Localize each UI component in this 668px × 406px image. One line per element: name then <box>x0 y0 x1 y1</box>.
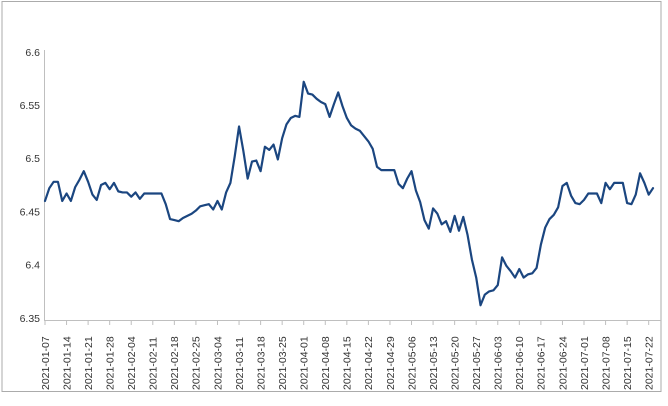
x-axis-label: 2021-05-27 <box>471 336 483 390</box>
x-axis-label: 2021-02-04 <box>126 336 138 390</box>
chart-border <box>1 1 662 392</box>
x-axis-label: 2021-03-18 <box>255 336 267 390</box>
x-axis-label: 2021-01-28 <box>104 336 116 390</box>
x-axis-label: 2021-04-22 <box>363 336 375 390</box>
x-axis-label: 2021-01-14 <box>61 336 73 390</box>
x-axis-label: 2021-07-01 <box>579 336 591 390</box>
x-axis-label: 2021-06-17 <box>536 336 548 390</box>
x-axis-label: 2021-04-15 <box>342 336 354 390</box>
data-series-line <box>43 80 655 307</box>
x-axis-label: 2021-01-21 <box>83 336 95 390</box>
x-axis-label: 2021-07-08 <box>600 336 612 390</box>
x-axis-label: 2021-06-03 <box>493 336 505 390</box>
x-axis-label: 2021-01-07 <box>40 336 52 390</box>
y-axis-label: 6.5 <box>25 153 40 165</box>
x-axis-label: 2021-04-01 <box>299 336 311 390</box>
y-axis-label: 6.45 <box>20 206 41 218</box>
x-axis-label: 2021-04-29 <box>385 336 397 390</box>
y-axis-label: 6.35 <box>20 313 41 325</box>
y-axis-label: 6.55 <box>20 100 41 112</box>
x-axis-label: 2021-04-08 <box>320 336 332 390</box>
y-axis-label: 6.6 <box>25 47 40 59</box>
x-axis-label: 2021-07-15 <box>622 336 634 390</box>
x-axis-label: 2021-02-18 <box>169 336 181 390</box>
x-axis-label: 2021-02-25 <box>191 336 203 390</box>
x-axis-label: 2021-06-10 <box>514 336 526 390</box>
x-axis-label: 2021-05-20 <box>449 336 461 390</box>
x-axis-label: 2021-02-11 <box>148 337 160 390</box>
x-axis-label: 2021-03-25 <box>277 336 289 390</box>
x-axis-label: 2021-06-24 <box>557 336 569 390</box>
y-axis-label: 6.4 <box>25 260 40 272</box>
x-axis-label: 2021-07-22 <box>643 336 655 390</box>
x-axis-label: 2021-03-04 <box>212 336 224 390</box>
x-axis-label: 2021-05-06 <box>406 336 418 390</box>
x-axis-label: 2021-05-13 <box>428 336 440 390</box>
x-axis-label: 2021-03-11 <box>234 337 246 390</box>
